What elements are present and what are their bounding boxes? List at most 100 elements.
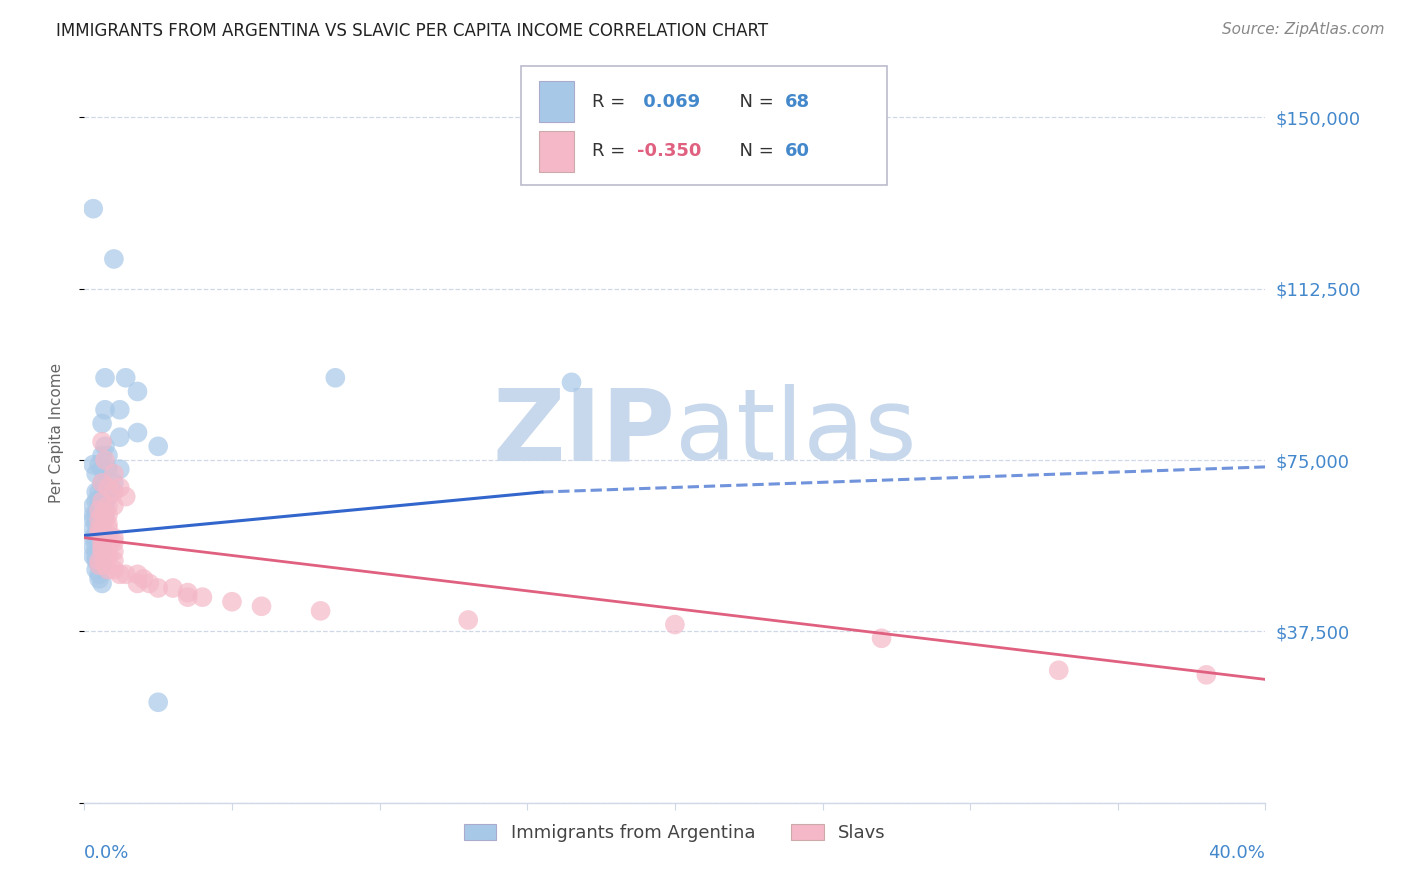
Point (84, 494, 107, 508)
Point (87, 512, 111, 526)
Point (82, 499, 104, 513)
Point (97, 490, 120, 504)
Point (87, 526, 111, 541)
Point (82, 531, 104, 545)
Point (148, 695, 170, 709)
Point (250, 599, 273, 614)
Point (87, 553, 111, 567)
Point (82, 512, 104, 526)
Point (103, 563, 125, 577)
Point (97, 508, 120, 522)
Point (91, 462, 114, 476)
Point (97, 480, 120, 494)
Point (162, 581, 184, 595)
Point (148, 439, 170, 453)
Point (91, 417, 114, 431)
Point (103, 485, 125, 500)
Text: -0.350: -0.350 (637, 143, 702, 161)
Point (91, 490, 114, 504)
Point (94, 508, 117, 522)
Point (91, 494, 114, 508)
Point (457, 613, 479, 627)
Point (91, 535, 114, 549)
Point (94, 402, 117, 417)
Text: Source: ZipAtlas.com: Source: ZipAtlas.com (1222, 22, 1385, 37)
Point (103, 535, 125, 549)
Text: 0.0%: 0.0% (84, 844, 129, 862)
Text: R =: R = (592, 143, 631, 161)
Point (91, 475, 114, 490)
Point (82, 202, 104, 216)
Point (103, 467, 125, 481)
Point (91, 475, 114, 490)
Text: ZIP: ZIP (492, 384, 675, 481)
Y-axis label: Per Capita Income: Per Capita Income (49, 362, 63, 503)
Point (94, 439, 117, 453)
Point (84, 563, 107, 577)
Point (664, 617, 686, 632)
Point (148, 581, 170, 595)
Point (91, 576, 114, 591)
Point (221, 595, 243, 609)
Point (309, 604, 332, 618)
Point (103, 553, 125, 567)
Point (91, 544, 114, 558)
Text: 0.069: 0.069 (637, 93, 700, 111)
Point (84, 485, 107, 500)
Legend: Immigrants from Argentina, Slavs: Immigrants from Argentina, Slavs (457, 816, 893, 849)
Point (94, 453, 117, 467)
Point (127, 425, 149, 440)
Point (84, 516, 107, 531)
Point (84, 508, 107, 522)
Text: 68: 68 (785, 93, 810, 111)
Point (103, 531, 125, 545)
Point (94, 549, 117, 563)
Point (103, 475, 125, 490)
Point (561, 376, 583, 390)
Point (103, 499, 125, 513)
Point (97, 499, 120, 513)
Point (82, 540, 104, 554)
Point (97, 563, 120, 577)
Point (87, 567, 111, 582)
Point (87, 516, 111, 531)
Text: N =: N = (728, 143, 779, 161)
Point (94, 526, 117, 541)
Point (91, 558, 114, 573)
Point (87, 540, 111, 554)
Text: IMMIGRANTS FROM ARGENTINA VS SLAVIC PER CAPITA INCOME CORRELATION CHART: IMMIGRANTS FROM ARGENTINA VS SLAVIC PER … (56, 22, 768, 40)
Point (87, 558, 111, 573)
Point (87, 503, 111, 517)
Point (87, 526, 111, 541)
Point (91, 503, 114, 517)
Point (91, 540, 114, 554)
Point (108, 462, 131, 476)
Point (91, 544, 114, 558)
Point (91, 508, 114, 522)
Text: atlas: atlas (675, 384, 917, 481)
Point (108, 430, 131, 444)
Point (94, 371, 117, 385)
Point (82, 508, 104, 522)
Point (97, 522, 120, 536)
Point (103, 252, 125, 266)
Point (177, 585, 200, 599)
Point (84, 540, 107, 554)
Text: 40.0%: 40.0% (1209, 844, 1265, 862)
Point (191, 590, 214, 604)
Point (97, 449, 120, 463)
FancyBboxPatch shape (538, 81, 575, 122)
Point (82, 458, 104, 472)
Point (177, 590, 200, 604)
Point (91, 516, 114, 531)
Point (91, 522, 114, 536)
Point (103, 544, 125, 558)
Point (97, 531, 120, 545)
Point (84, 549, 107, 563)
Point (138, 576, 160, 591)
Point (127, 384, 149, 399)
Point (91, 449, 114, 463)
Point (870, 632, 893, 646)
Point (97, 516, 120, 531)
Point (94, 480, 117, 494)
